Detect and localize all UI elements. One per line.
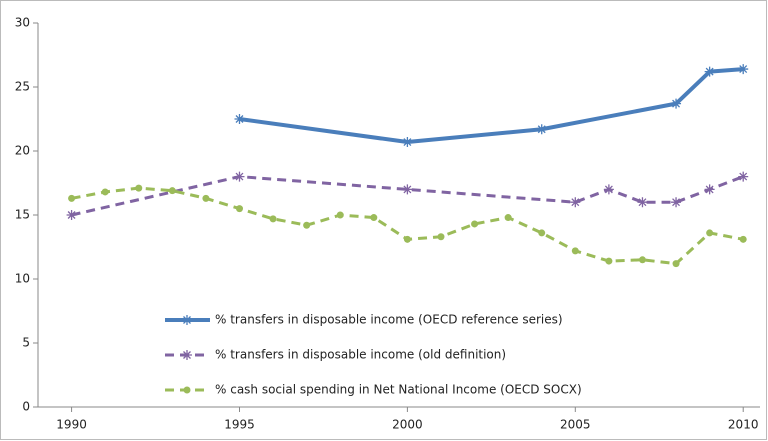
- x-tick-label: 1995: [224, 418, 255, 432]
- y-tick-label: 10: [15, 272, 30, 286]
- marker: [671, 197, 682, 208]
- marker: [638, 256, 646, 264]
- marker: [182, 315, 192, 325]
- marker: [235, 205, 243, 213]
- marker: [303, 221, 311, 229]
- x-tick-label: 2010: [728, 418, 759, 432]
- marker: [536, 124, 547, 135]
- marker: [269, 215, 277, 223]
- marker: [336, 211, 344, 219]
- y-tick-label: 15: [15, 208, 30, 222]
- marker: [234, 171, 245, 182]
- marker: [739, 235, 747, 243]
- legend-label: % transfers in disposable income (old de…: [215, 348, 506, 362]
- marker: [603, 184, 614, 195]
- x-tick-label: 2005: [560, 418, 591, 432]
- marker: [672, 260, 680, 268]
- marker: [182, 350, 192, 360]
- legend-label: % transfers in disposable income (OECD r…: [215, 313, 563, 327]
- marker: [168, 187, 176, 195]
- marker: [738, 171, 749, 182]
- marker: [706, 229, 714, 237]
- marker: [370, 214, 378, 222]
- y-tick-label: 0: [22, 400, 30, 414]
- marker: [570, 197, 581, 208]
- marker: [68, 194, 76, 202]
- marker: [471, 220, 479, 228]
- marker: [738, 64, 749, 75]
- series-line: [239, 67, 744, 145]
- x-tick-label: 1990: [56, 418, 87, 432]
- marker: [202, 194, 210, 202]
- marker: [66, 210, 77, 220]
- marker: [704, 184, 715, 195]
- marker: [504, 214, 512, 222]
- marker: [402, 137, 413, 148]
- x-tick-label: 2000: [392, 418, 423, 432]
- legend-label: % cash social spending in Net National I…: [215, 383, 582, 397]
- marker: [135, 184, 143, 192]
- marker: [402, 184, 413, 195]
- marker: [234, 114, 245, 124]
- marker: [437, 233, 445, 241]
- marker: [671, 98, 682, 109]
- marker: [571, 247, 579, 255]
- y-tick-label: 20: [15, 144, 30, 158]
- marker: [403, 235, 411, 243]
- marker: [183, 386, 191, 394]
- marker: [101, 188, 109, 196]
- marker: [538, 229, 546, 237]
- marker: [637, 197, 648, 208]
- y-tick-label: 5: [22, 336, 30, 350]
- marker: [605, 257, 613, 265]
- y-tick-label: 25: [15, 80, 30, 94]
- y-tick-label: 30: [15, 16, 30, 30]
- marker: [704, 66, 715, 77]
